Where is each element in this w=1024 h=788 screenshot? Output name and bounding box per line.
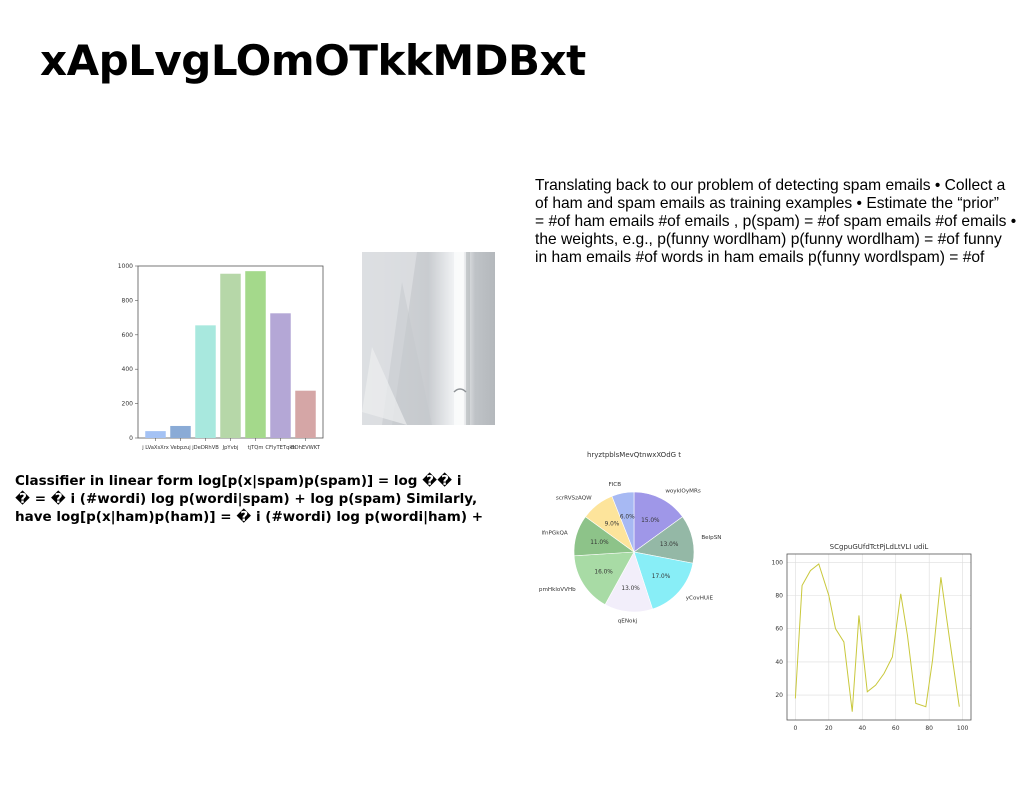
slice-name-label: BelpSN <box>701 535 721 541</box>
pie-slice <box>633 551 694 610</box>
x-tick-label: CFlyTETqkh <box>265 445 295 451</box>
pie-slice <box>633 491 683 553</box>
slice-value-label: 16.0% <box>594 569 613 575</box>
x-tick-label: tjTQm <box>248 445 264 451</box>
y-tick-label: 400 <box>122 366 134 373</box>
paragraph-line: in ham emails #of words in ham emails p(… <box>535 249 985 266</box>
x-tick-label: 20 <box>825 725 833 732</box>
pie-slice <box>611 491 635 553</box>
classifier-text: Classifier in linear form log[p(x|spam)p… <box>15 472 515 526</box>
slice-name-label: woyklOyMRs <box>665 489 701 495</box>
pie-slice <box>573 551 635 605</box>
paragraph-line: of ham and spam emails as training examp… <box>535 195 999 212</box>
x-tick-label: 100 <box>957 725 969 732</box>
slice-value-label: 15.0% <box>641 518 660 524</box>
bar <box>295 390 316 438</box>
y-tick-label: 100 <box>772 559 784 566</box>
slice-value-label: 17.0% <box>652 574 671 580</box>
y-tick-label: 1000 <box>118 263 133 270</box>
x-tick-label: Vebpzuj <box>170 445 190 451</box>
slice-name-label: qENokj <box>618 619 638 625</box>
slice-name-label: FICB <box>608 482 621 488</box>
x-tick-label: jDeDRhVB <box>191 445 219 451</box>
x-tick-label: 40 <box>858 725 866 732</box>
slice-name-label: lfnPGkQA <box>541 531 567 537</box>
bar-chart: 0 200 400 600 800 1000 j LVaXsXrx Vebpzuj jDeDRh… <box>118 263 324 451</box>
x-tick-label: 60 <box>892 725 900 732</box>
x-tick-label: 80 <box>925 725 933 732</box>
y-tick-label: 60 <box>775 626 783 633</box>
slice-value-label: 13.0% <box>621 586 640 592</box>
slice-value-label: 13.0% <box>660 542 679 548</box>
y-tick-label: 20 <box>775 692 783 699</box>
bar <box>220 273 241 438</box>
bar <box>170 425 191 438</box>
slice-value-label: 6.0% <box>620 515 635 521</box>
y-tick-label: 80 <box>775 593 783 600</box>
slice-value-label: 9.0% <box>605 522 620 528</box>
bar <box>270 313 291 438</box>
slice-name-label: yCovHUiE <box>686 596 714 602</box>
pie-chart: hryztpblsMevQtnwxXOdG t 15.0% woyklOyMRs 13… <box>539 451 722 625</box>
line-chart: SCgpuGUfdTctPjLdLtVLI udiL 0 20 40 60 80 100 20… <box>772 543 972 732</box>
paragraph-line: = #of ham emails #of emails , p(spam) = … <box>535 213 1017 230</box>
y-tick-label: 800 <box>122 297 134 304</box>
x-tick-label: 0 <box>793 725 797 732</box>
slide-title: xApLvgLOmOTkkMDBxt <box>40 36 586 85</box>
chart-title: hryztpblsMevQtnwxXOdG t <box>587 451 681 459</box>
classifier-line: � = � i (#wordi) log p(wordi|spam) + log… <box>15 491 478 507</box>
slice-value-label: 11.0% <box>590 540 609 546</box>
classifier-line: Classifier in linear form log[p(x|spam)p… <box>15 473 462 489</box>
bar <box>245 271 266 438</box>
y-tick-label: 40 <box>775 659 783 666</box>
classifier-line: have log[p(x|ham)p(ham)] = � i (#wordi) … <box>15 509 484 525</box>
x-tick-label: JpYvbj <box>222 445 239 451</box>
chart-title: SCgpuGUfdTctPjLdLtVLI udiL <box>830 543 929 551</box>
paragraph-line: the weights, e.g., p(funny wordlham) p(f… <box>535 231 1002 248</box>
slice-name-label: scrRVSzAQW <box>556 495 592 501</box>
abstract-photo <box>362 252 495 425</box>
paragraph-line: Translating back to our problem of detec… <box>535 177 1006 194</box>
slide-paragraph: Translating back to our problem of detec… <box>535 177 1024 269</box>
y-tick-label: 0 <box>129 435 133 442</box>
series-line <box>794 563 960 712</box>
bar <box>145 431 166 438</box>
x-tick-label: j LVaXsXrx <box>141 445 169 451</box>
x-tick-label: BDhEVWKT <box>291 445 321 451</box>
y-tick-label: 200 <box>122 401 134 408</box>
bar <box>195 325 216 438</box>
y-tick-label: 600 <box>122 332 134 339</box>
slice-name-label: pmHkloVVHb <box>539 587 576 593</box>
plot-frame <box>786 553 972 721</box>
